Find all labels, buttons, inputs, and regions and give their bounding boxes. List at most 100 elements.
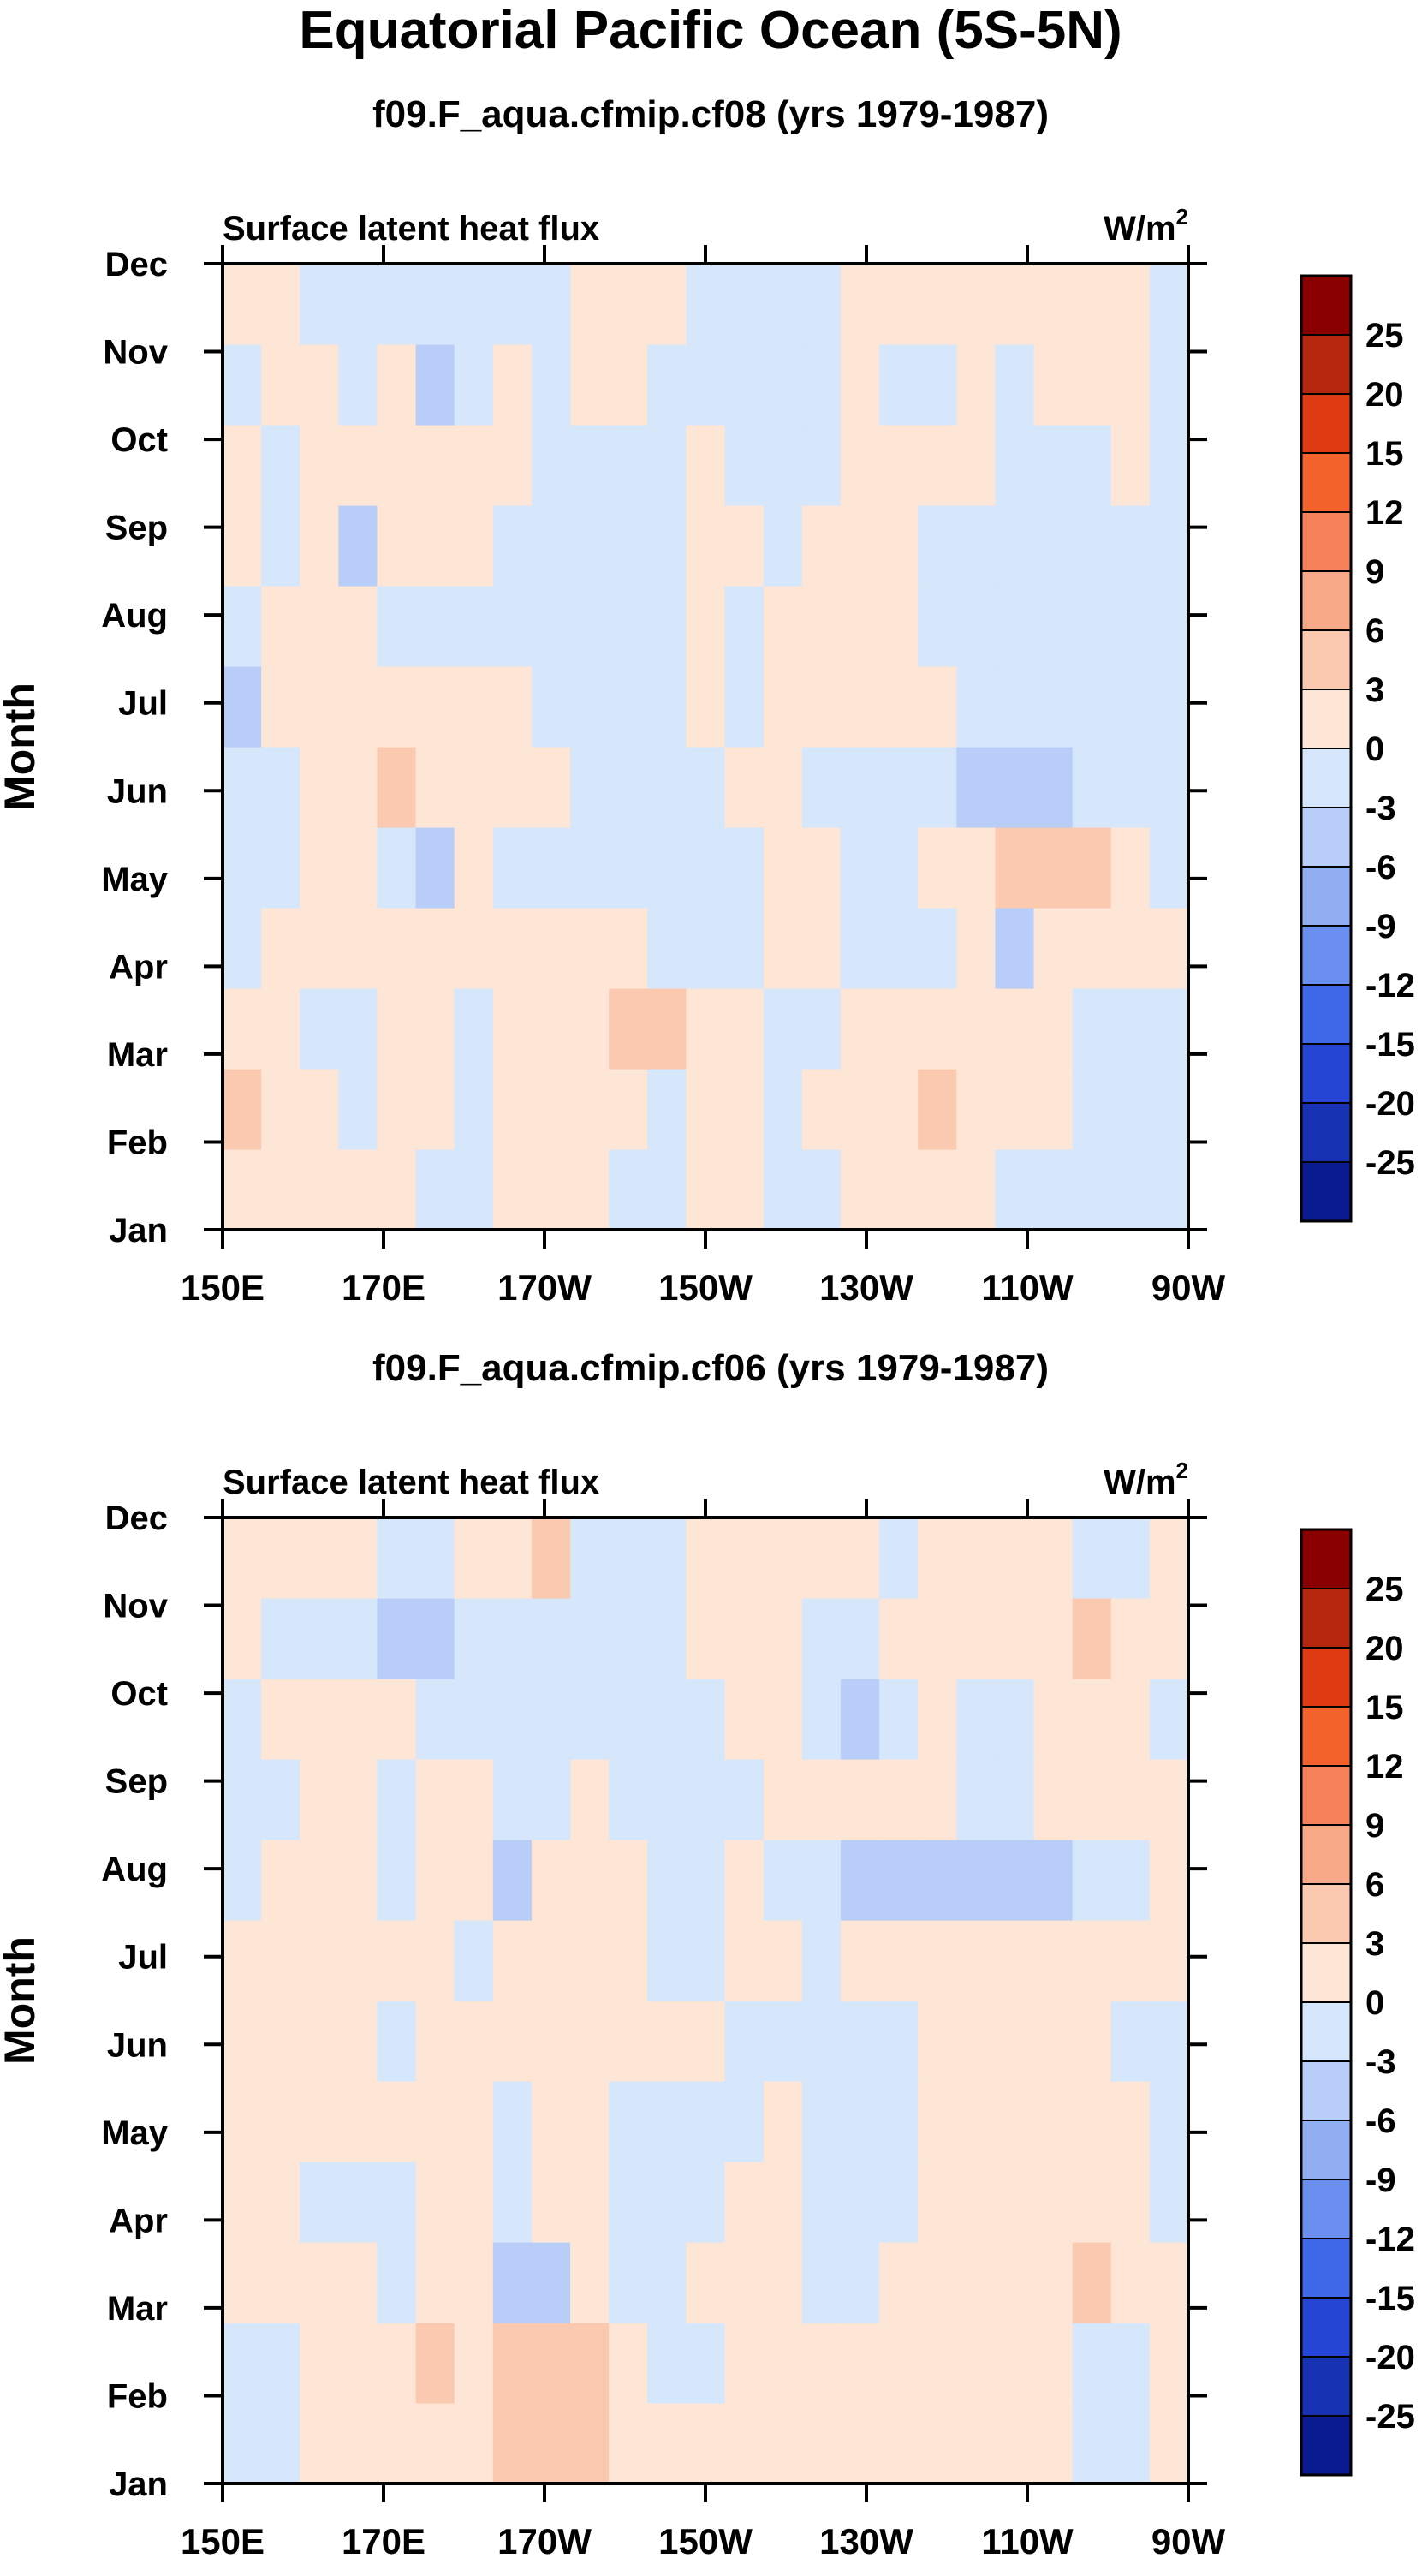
heatmap-cell [1033, 1069, 1074, 1150]
heatmap-cell [686, 1149, 726, 1231]
heatmap-cell [338, 666, 378, 748]
heatmap-cell [223, 1840, 262, 1921]
heatmap-cell [956, 666, 996, 748]
heatmap-cell [531, 2323, 571, 2404]
heatmap-cell [801, 425, 842, 506]
heatmap-cell [840, 2001, 880, 2082]
y-tick-label: Jan [109, 2466, 168, 2503]
heatmap-cell [1033, 1518, 1074, 1599]
heatmap-cell [454, 425, 494, 506]
heatmap-cell [300, 264, 339, 345]
heatmap-cell [647, 1679, 687, 1760]
heatmap-cell [570, 425, 610, 506]
y-tick-label: Jan [109, 1212, 168, 1249]
heatmap-cell [801, 2081, 842, 2162]
heatmap-cell [454, 1598, 494, 1679]
heatmap-cell [647, 2323, 687, 2404]
heatmap-cell [995, 2242, 1035, 2323]
heatmap-cell [918, 1920, 957, 2001]
y-tick-label: Oct [110, 421, 168, 459]
heatmap-cell [261, 1598, 300, 1679]
heatmap-cell [338, 1518, 378, 1599]
heatmap-cell [918, 425, 957, 506]
heatmap-cell [724, 988, 765, 1070]
heatmap-cell [879, 2162, 919, 2243]
heatmap-cell [223, 344, 262, 426]
heatmap-cell [492, 2242, 533, 2323]
heatmap-cell [261, 505, 300, 587]
heatmap-cell [763, 747, 803, 828]
heatmap-cell [879, 988, 919, 1070]
heatmap-cell [609, 1759, 648, 1840]
heatmap-cell [300, 2162, 339, 2243]
y-tick-label: May [101, 861, 169, 898]
heatmap-cell [686, 586, 726, 667]
panel-title: f09.F_aqua.cfmip.cf06 (yrs 1979-1987) [372, 1347, 1049, 1389]
heatmap-cell [956, 586, 996, 667]
heatmap-cell [840, 1069, 880, 1150]
panels: f09.F_aqua.cfmip.cf08 (yrs 1979-1987) Sur… [0, 93, 1415, 2561]
heatmap-cell [1072, 666, 1112, 748]
heatmap-cell [1072, 1149, 1112, 1231]
heatmap-cell [261, 2162, 300, 2243]
heatmap-cell [686, 344, 726, 426]
heatmap-cell [377, 264, 417, 345]
heatmap-cell [377, 1679, 417, 1760]
heatmap-cell [531, 1759, 571, 1840]
heatmap-cell [801, 344, 842, 426]
heatmap-cell [686, 264, 726, 345]
colorbar-label: 15 [1365, 435, 1404, 473]
heatmap-cell [223, 747, 262, 828]
heatmap-cell [377, 747, 417, 828]
heatmap-cell [1033, 908, 1074, 989]
heatmap-cell [338, 425, 378, 506]
heatmap-cell [995, 1149, 1035, 1231]
heatmap-cell [647, 988, 687, 1070]
heatmap-cell [609, 1679, 648, 1760]
heatmap-cell [454, 2162, 494, 2243]
heatmap-cell [840, 1840, 880, 1921]
heatmap-cell [492, 2081, 533, 2162]
colorbar-bin [1300, 1161, 1352, 1223]
heatmap-cell [1033, 1759, 1074, 1840]
x-tick-label: 150W [658, 1267, 753, 1308]
heatmap-cell [415, 827, 455, 909]
colorbar-label: -6 [1365, 2102, 1396, 2140]
heatmap-cell [223, 1518, 262, 1599]
colorbar: 25 20 15 12 9 6 3 0 -3 -6 -9 -12 -15 -20 -25 [1300, 1528, 1415, 2477]
heatmap-cell [454, 2242, 494, 2323]
heatmap-cell [1110, 827, 1151, 909]
heatmap-cell [377, 1149, 417, 1231]
heatmap-cell [223, 2001, 262, 2082]
heatmap-cell [763, 988, 803, 1070]
heatmap-cell [1110, 2403, 1151, 2484]
heatmap-cell [609, 505, 648, 587]
heatmap-cell [338, 2242, 378, 2323]
colorbar-label: 3 [1365, 671, 1384, 709]
heatmap-cell [377, 425, 417, 506]
heatmap-cell [918, 264, 957, 345]
colorbar-label: 3 [1365, 1925, 1384, 1963]
heatmap-cell [377, 1598, 417, 1679]
heatmap-cell [1072, 1679, 1112, 1760]
heatmap-cell [1149, 505, 1189, 587]
colorbar-label: -9 [1365, 908, 1396, 945]
heatmap-cell [531, 425, 571, 506]
heatmap-cell [801, 2403, 842, 2484]
heatmap-cell [840, 425, 880, 506]
heatmap-cell [261, 747, 300, 828]
heatmap-cell [1033, 2323, 1074, 2404]
heatmap-cell [724, 1920, 765, 2001]
heatmap-cell [609, 747, 648, 828]
y-tick-label: Apr [109, 948, 168, 986]
y-tick-label: Apr [109, 2202, 168, 2239]
heatmap-cell [261, 2081, 300, 2162]
x-tick-label: 170E [342, 1267, 425, 1308]
colorbar-label: 12 [1365, 1748, 1404, 1786]
x-tick-label: 170W [497, 2521, 592, 2561]
heatmap-cell [377, 2001, 417, 2082]
heatmap-cell [918, 2001, 957, 2082]
heatmap-cell [609, 1840, 648, 1921]
heatmap-cell [261, 344, 300, 426]
heatmap-cell [686, 1069, 726, 1150]
